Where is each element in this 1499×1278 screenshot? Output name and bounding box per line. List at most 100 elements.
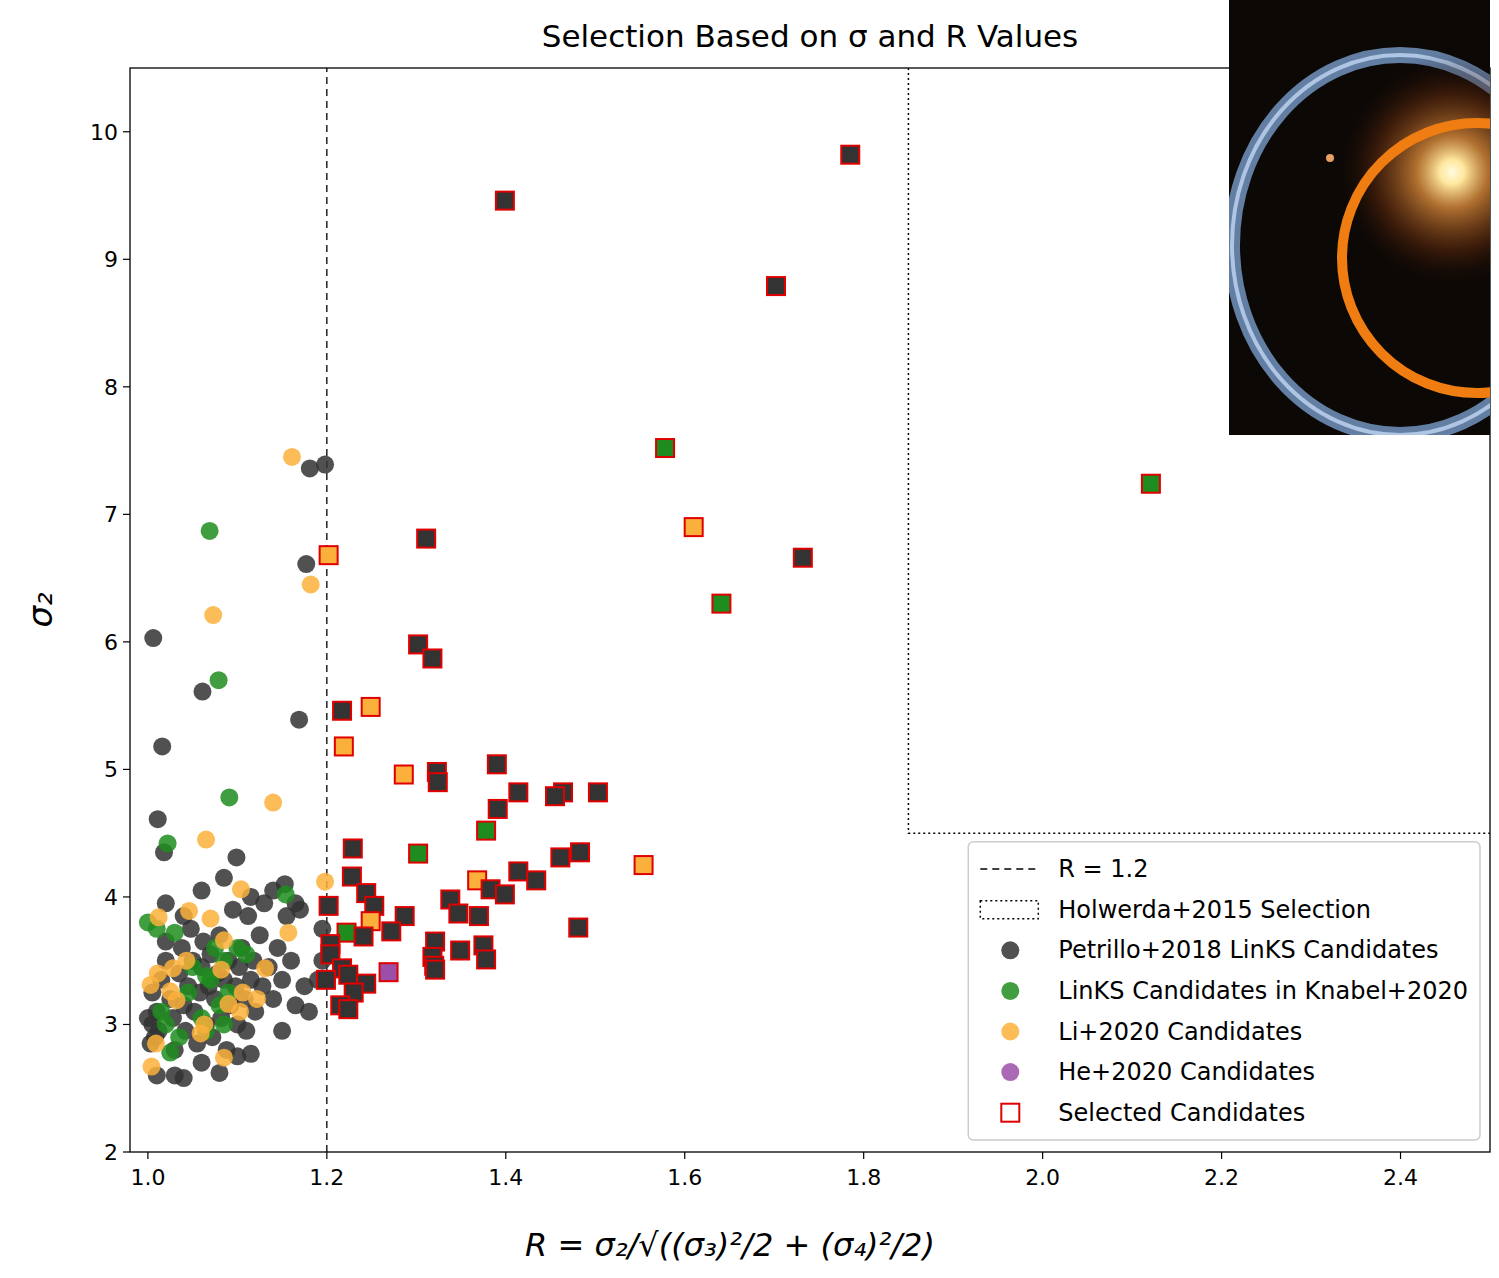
point — [589, 783, 607, 801]
point — [159, 834, 177, 852]
point — [426, 961, 444, 979]
x-tick — [326, 1152, 327, 1159]
series — [380, 963, 398, 981]
point — [339, 1000, 357, 1018]
point — [175, 1069, 193, 1087]
point — [449, 905, 467, 923]
x-tick — [1221, 1152, 1222, 1159]
y-axis-label: σ₂ — [20, 592, 60, 628]
legend-label: He+2020 Candidates — [1058, 1058, 1315, 1086]
y-tick — [123, 769, 130, 770]
point — [170, 1028, 188, 1046]
y-tick-label: 8 — [104, 375, 118, 400]
point — [362, 698, 380, 716]
point — [297, 555, 315, 573]
point — [333, 702, 351, 720]
point — [256, 959, 274, 977]
point — [220, 788, 238, 806]
point — [215, 869, 233, 887]
x-tick — [147, 1152, 148, 1159]
point — [231, 1003, 249, 1021]
title: Selection Based on σ and R Values — [542, 18, 1079, 54]
point — [210, 671, 228, 689]
point — [273, 1022, 291, 1040]
inset-circle — [1342, 123, 1490, 393]
point — [527, 871, 545, 889]
x-tick — [1042, 1152, 1043, 1159]
series — [139, 456, 334, 1087]
series — [142, 448, 334, 1076]
point — [237, 945, 255, 963]
legend-label: Petrillo+2018 LinKS Candidates — [1058, 936, 1438, 964]
point — [301, 459, 319, 477]
y-tick-label: 6 — [104, 630, 118, 655]
point — [166, 924, 184, 942]
point — [429, 773, 447, 791]
point — [316, 873, 334, 891]
point — [423, 649, 441, 667]
y-tick — [123, 1151, 130, 1152]
point — [656, 439, 674, 457]
point — [344, 839, 362, 857]
point — [316, 456, 334, 474]
point — [147, 1035, 165, 1053]
y-tick — [123, 641, 130, 642]
point — [212, 961, 230, 979]
point — [232, 880, 250, 898]
point — [283, 448, 301, 466]
point — [509, 783, 527, 801]
point — [551, 848, 569, 866]
legend-label: LinKS Candidates in Knabel+2020 — [1058, 977, 1468, 1005]
point — [380, 963, 398, 981]
point — [343, 868, 361, 886]
x-tick — [1400, 1152, 1401, 1159]
point — [1142, 475, 1160, 493]
x-tick-label: 2.4 — [1383, 1165, 1418, 1190]
legend-swatch — [1001, 1104, 1019, 1122]
y-tick — [123, 386, 130, 387]
y-tick — [123, 514, 130, 515]
legend-swatch — [1001, 1063, 1019, 1081]
point — [635, 856, 653, 874]
point — [264, 990, 282, 1008]
inset-image — [1229, 0, 1490, 435]
point — [841, 146, 859, 164]
point — [417, 530, 435, 548]
point — [451, 942, 469, 960]
point — [569, 919, 587, 937]
x-axis-label: R = σ₂/√((σ₃)²/2 + (σ₄)²/2) — [525, 1226, 935, 1264]
point — [477, 822, 495, 840]
point — [197, 831, 215, 849]
point — [227, 848, 245, 866]
point — [794, 549, 812, 567]
point — [282, 952, 300, 970]
point — [210, 1064, 228, 1082]
point — [380, 963, 398, 981]
inset-star — [1326, 154, 1334, 162]
point — [685, 518, 703, 536]
point — [546, 787, 564, 805]
x-tick-label: 1.4 — [488, 1165, 523, 1190]
point — [496, 885, 514, 903]
y-tick — [123, 259, 130, 260]
y-tick-label: 9 — [104, 247, 118, 272]
point — [239, 907, 257, 925]
legend-box — [968, 842, 1480, 1140]
point — [339, 966, 357, 984]
x-tick — [684, 1152, 685, 1159]
y-tick — [123, 896, 130, 897]
point — [382, 922, 400, 940]
point — [302, 575, 320, 593]
point — [177, 952, 195, 970]
point — [157, 1015, 175, 1033]
point — [767, 277, 785, 295]
point — [193, 882, 211, 900]
x-tick-label: 1.0 — [130, 1165, 165, 1190]
legend-label: Li+2020 Candidates — [1058, 1018, 1302, 1046]
point — [335, 737, 353, 755]
y-tick-label: 3 — [104, 1012, 118, 1037]
y-tick-label: 2 — [104, 1140, 118, 1165]
point — [489, 800, 507, 818]
point — [317, 971, 335, 989]
point — [509, 862, 527, 880]
